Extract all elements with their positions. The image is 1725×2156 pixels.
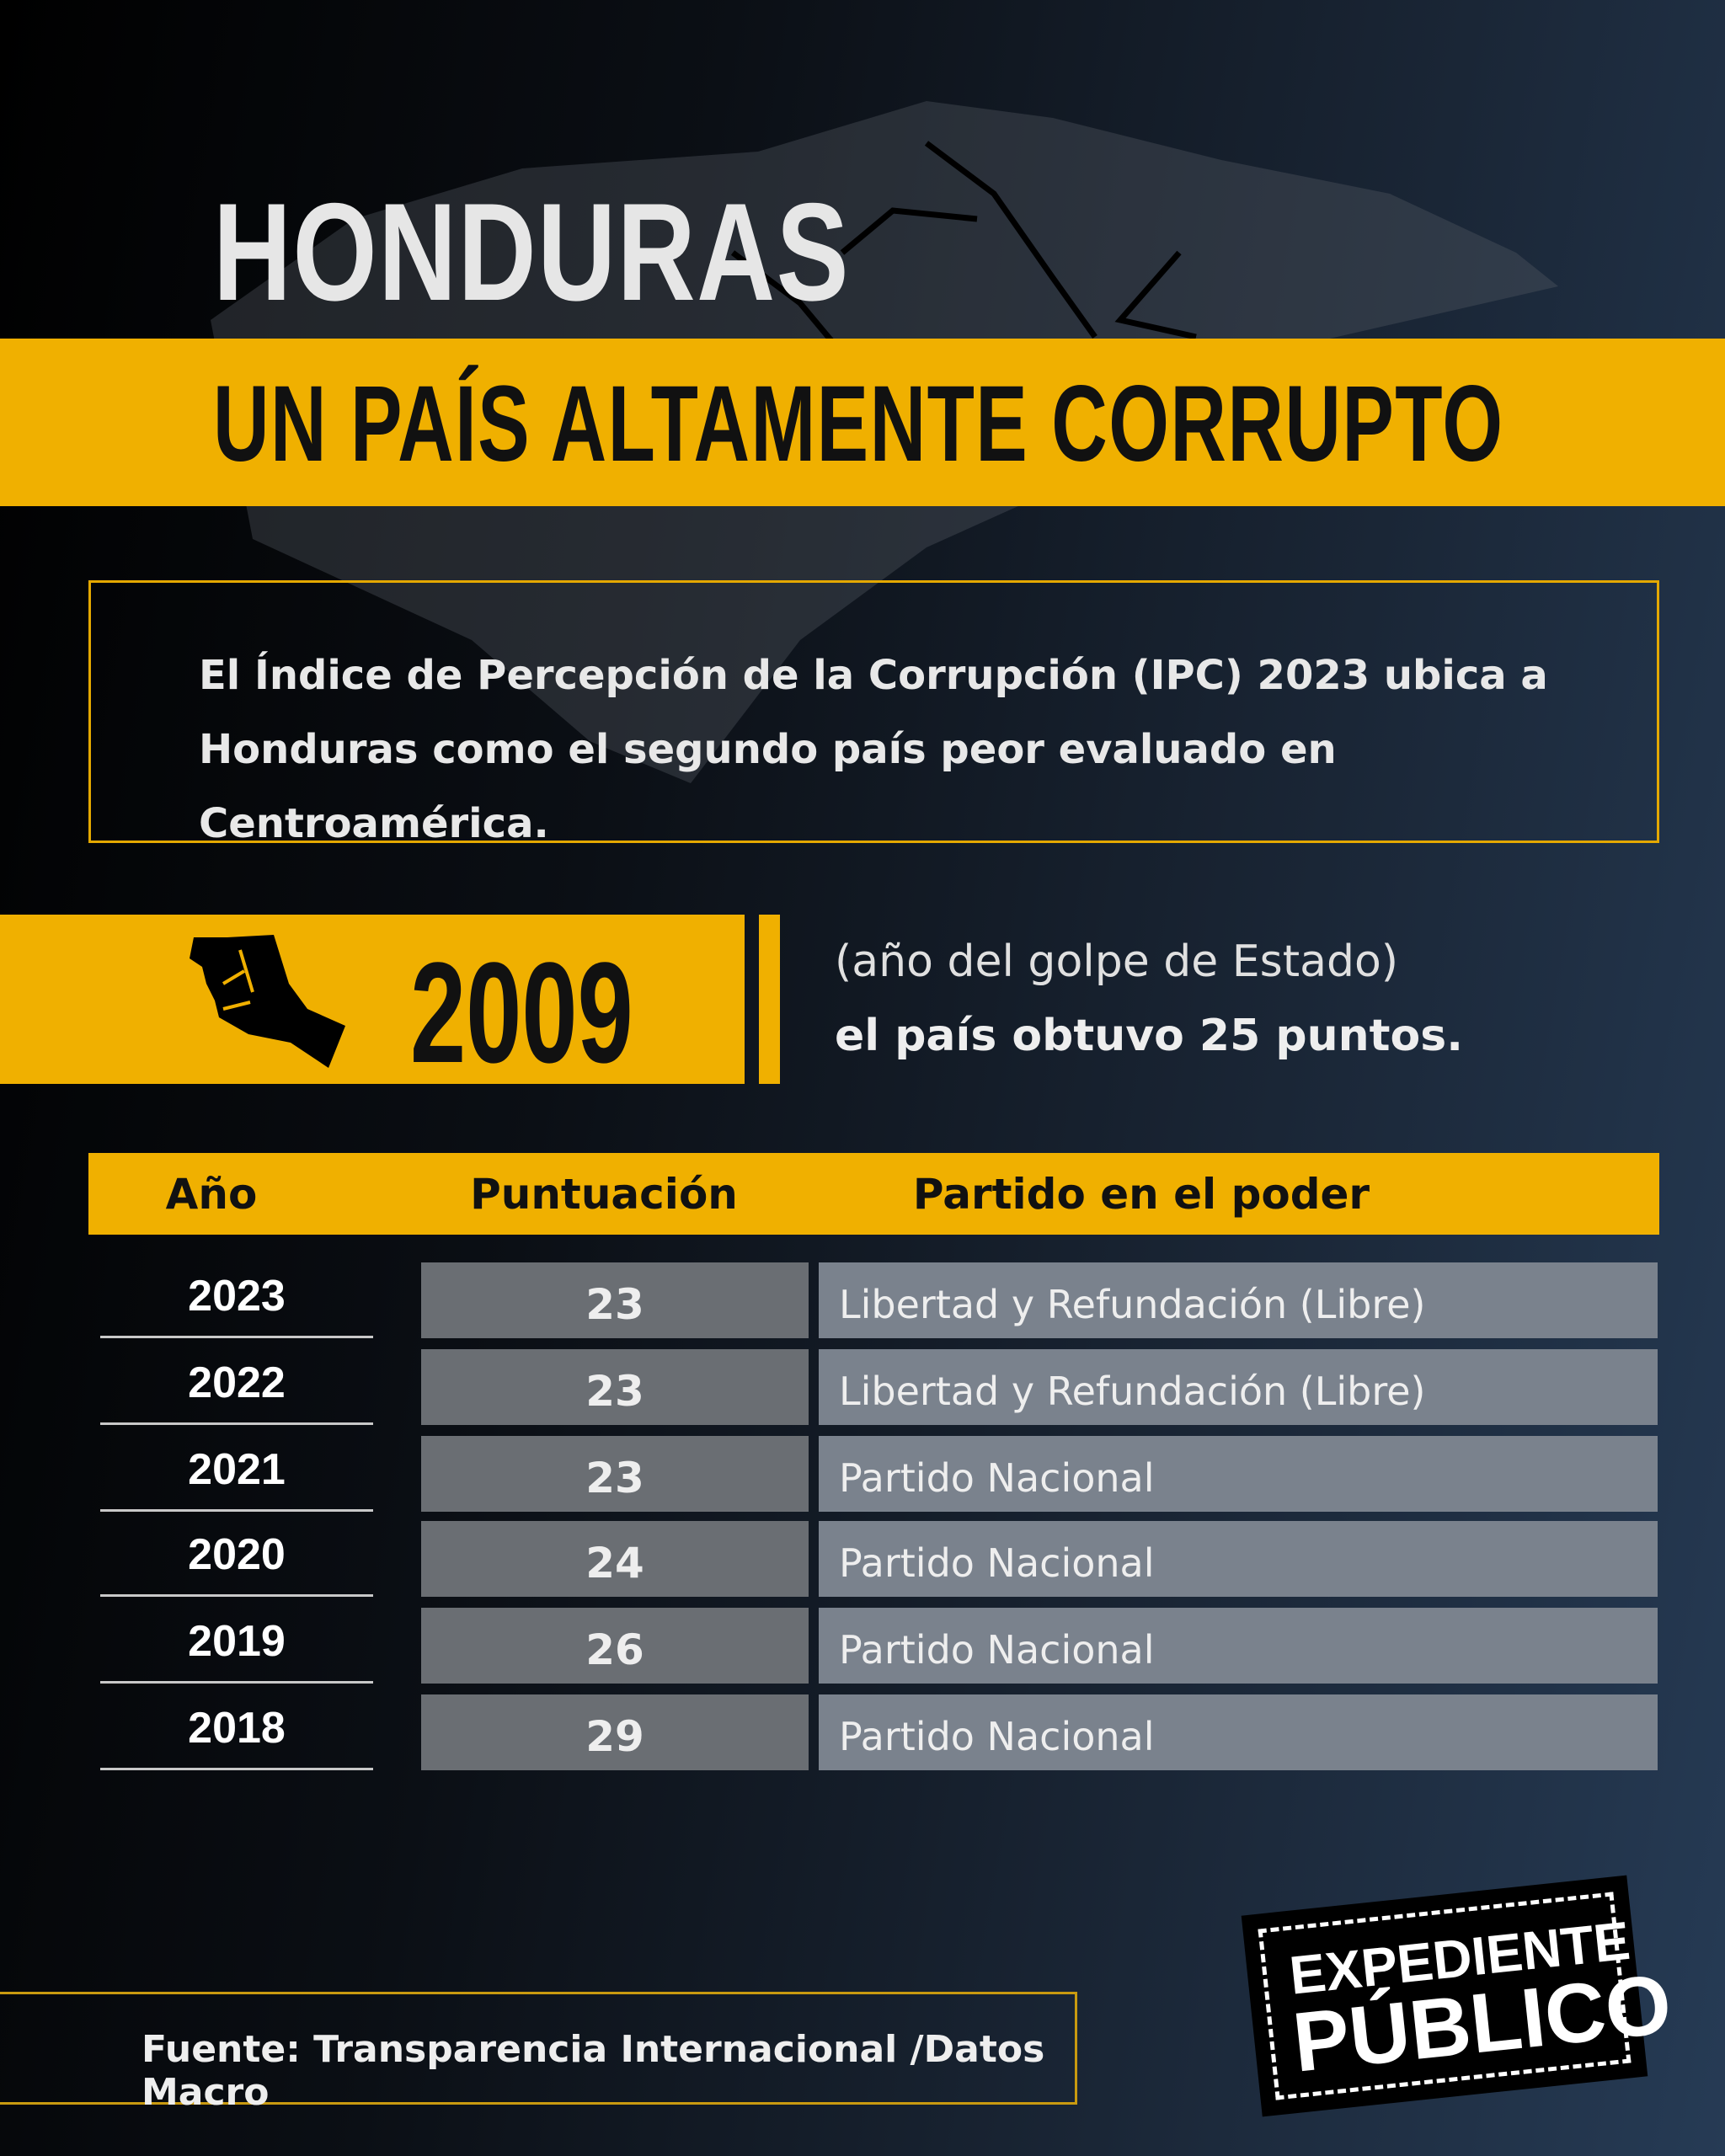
party-cell: Libertad y Refundación (Libre): [819, 1262, 1658, 1338]
source-box: Fuente: Transparencia Internacional /Dat…: [0, 1992, 1077, 2114]
expediente-publico-logo: EXPEDIENTE PÚBLICO: [1241, 1875, 1675, 2117]
score-cell: 24: [421, 1521, 809, 1597]
page-subtitle: UN PAÍS ALTAMENTE CORRUPTO: [213, 364, 1504, 484]
score-cell: 29: [421, 1694, 809, 1770]
table-row: 2023 23 Libertad y Refundación (Libre): [0, 1262, 1725, 1338]
party-cell: Partido Nacional: [819, 1694, 1658, 1770]
year-cell: 2020: [100, 1521, 373, 1597]
year-cell: 2023: [100, 1262, 373, 1338]
table-header: Año Puntuación Partido en el poder: [88, 1153, 1659, 1235]
intro-box: El Índice de Percepción de la Corrupción…: [88, 580, 1659, 847]
highlight-divider: [759, 915, 780, 1084]
year-cell: 2021: [100, 1436, 373, 1512]
table-row: 2022 23 Libertad y Refundación (Libre): [0, 1349, 1725, 1425]
party-cell: Partido Nacional: [819, 1608, 1658, 1684]
source-text: Fuente: Transparencia Internacional /Dat…: [142, 2028, 1045, 2114]
year-cell: 2022: [100, 1349, 373, 1425]
party-cell: Partido Nacional: [819, 1436, 1658, 1512]
table-row: 2019 26 Partido Nacional: [0, 1608, 1725, 1684]
table-row: 2018 29 Partido Nacional: [0, 1694, 1725, 1770]
raised-fist-icon: [190, 935, 345, 1068]
year-cell: 2019: [100, 1608, 373, 1684]
subtitle-band: [0, 339, 1725, 506]
year-cell: 2018: [100, 1694, 373, 1770]
table-row: 2020 24 Partido Nacional: [0, 1521, 1725, 1597]
score-cell: 26: [421, 1608, 809, 1684]
table-row: 2021 23 Partido Nacional: [0, 1436, 1725, 1512]
intro-text: El Índice de Percepción de la Corrupción…: [199, 652, 1548, 847]
highlight-year: 2009: [410, 933, 633, 1093]
party-cell: Libertad y Refundación (Libre): [819, 1349, 1658, 1425]
highlight-band: [0, 915, 745, 1084]
header-score: Puntuación: [470, 1170, 738, 1219]
page-title: HONDURAS: [213, 174, 851, 329]
header-party: Partido en el poder: [912, 1170, 1370, 1219]
header-year: Año: [165, 1170, 258, 1219]
party-cell: Partido Nacional: [819, 1521, 1658, 1597]
score-cell: 23: [421, 1262, 809, 1338]
score-cell: 23: [421, 1349, 809, 1425]
highlight-score: el país obtuvo 25 puntos.: [835, 1011, 1463, 1061]
score-cell: 23: [421, 1436, 809, 1512]
highlight-note: (año del golpe de Estado): [835, 937, 1399, 987]
